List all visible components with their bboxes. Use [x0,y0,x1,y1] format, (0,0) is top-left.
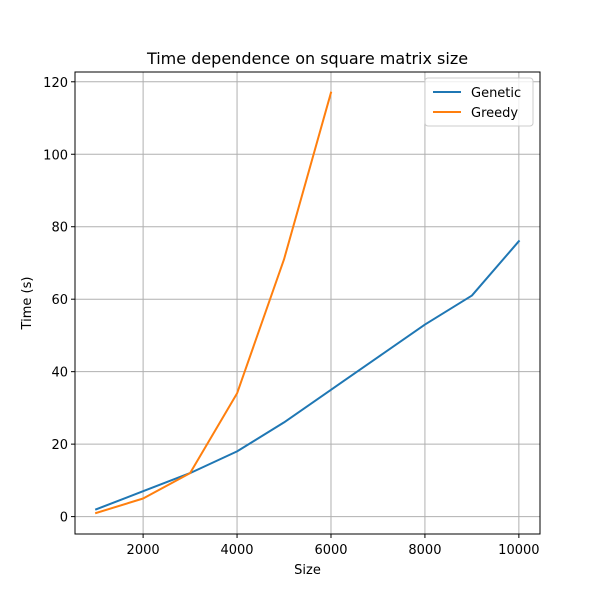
y-tick-label: 120 [43,76,68,91]
grid [75,72,540,534]
axes-frame [74,71,541,535]
ticks: 2000 4000 6000 8000 10000 0 20 40 60 80 100 120 [43,76,539,558]
y-tick-label: 60 [51,293,68,308]
y-tick-label: 100 [43,148,68,163]
y-axis-label: Time (s) [20,277,35,331]
x-tick-label: 6000 [314,543,347,558]
legend-box [424,77,534,127]
series-line-greedy [94,91,333,515]
x-axis-label: Size [294,563,321,578]
y-tick-label: 80 [51,221,68,236]
x-tick-label: 10000 [498,543,539,558]
legend-label-greedy: Greedy [471,106,518,121]
y-tick-label: 20 [51,438,68,453]
x-tick-label: 2000 [127,543,160,558]
y-tick-label: 40 [51,366,68,381]
y-tick-label: 0 [60,511,68,526]
plot-area-background [75,72,540,534]
series-line-genetic [94,239,521,511]
x-tick-label: 4000 [220,543,253,558]
chart-title: Time dependence on square matrix size [146,49,468,68]
x-tick-label: 8000 [408,543,441,558]
legend-label-genetic: Genetic [471,86,521,101]
series-layer [94,91,521,515]
legend: Genetic Greedy [424,77,534,127]
